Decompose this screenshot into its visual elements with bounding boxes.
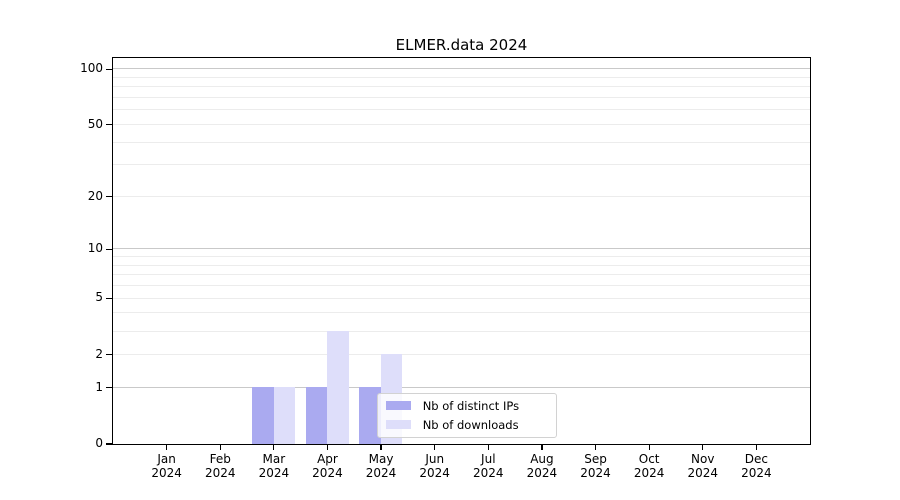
x-axis-tick	[326, 444, 329, 450]
legend: Nb of distinct IPs Nb of downloads	[376, 392, 557, 438]
x-axis-tick	[273, 444, 275, 450]
y-axis-tick-label: 100	[80, 61, 103, 76]
x-axis-tick-label: Sep 2024	[580, 452, 611, 480]
x-axis-tick	[541, 444, 543, 450]
bar-downloads	[327, 331, 349, 444]
x-axis-tick	[702, 444, 704, 450]
gridline-minor	[112, 264, 810, 266]
gridline-minor	[112, 274, 810, 276]
bar-distinct-ips	[359, 387, 381, 444]
y-axis-tick	[106, 68, 113, 70]
legend-item-distinct-ips: Nb of distinct IPs	[385, 398, 556, 414]
x-axis-tick	[755, 444, 757, 450]
gridline-minor	[112, 285, 810, 287]
x-axis-tick	[594, 444, 597, 450]
x-axis-tick	[380, 444, 382, 450]
y-axis-tick	[106, 297, 113, 300]
x-axis-tick-label: Dec 2024	[741, 452, 772, 480]
y-axis-tick	[106, 387, 113, 389]
bar-distinct-ips	[305, 387, 328, 444]
legend-swatch-distinct-ips	[385, 401, 411, 411]
gridline-minor	[112, 164, 810, 166]
y-axis-tick-label: 50	[87, 116, 103, 131]
x-axis-tick-label: Jan 2024	[151, 452, 182, 480]
gridline-minor	[112, 141, 810, 143]
legend-label-distinct-ips: Nb of distinct IPs	[422, 398, 520, 413]
x-axis-tick	[219, 444, 221, 450]
y-axis-tick	[106, 443, 113, 445]
bar-distinct-ips	[252, 387, 274, 444]
x-axis-tick-label: Oct 2024	[633, 452, 665, 480]
y-axis-tick	[106, 248, 113, 250]
x-axis-tick-label: Mar 2024	[258, 452, 290, 480]
x-axis-tick-label: Apr 2024	[312, 452, 343, 480]
gridline-minor	[112, 256, 810, 258]
x-axis-tick-label: Nov 2024	[687, 452, 719, 480]
y-axis-tick-label: 1	[95, 379, 103, 394]
gridline-minor	[112, 297, 810, 299]
x-axis-tick-label: May 2024	[365, 452, 397, 480]
gridline-minor	[112, 312, 810, 314]
gridline-major	[112, 68, 810, 70]
gridline-major	[112, 386, 810, 388]
gridline-minor	[112, 195, 810, 197]
plot-area: Nb of distinct IPs Nb of downloads	[111, 56, 811, 445]
x-axis-tick-label: Feb 2024	[204, 452, 236, 480]
x-axis-tick-label: Jun 2024	[419, 452, 450, 480]
x-axis-tick	[434, 444, 436, 450]
gridline-minor	[112, 86, 810, 88]
x-axis-tick	[487, 444, 489, 450]
y-axis-tick	[106, 354, 113, 356]
x-axis-tick-label: Aug 2024	[526, 452, 558, 480]
x-axis-tick	[648, 444, 650, 450]
gridline-minor	[112, 353, 810, 355]
legend-swatch-downloads	[385, 420, 411, 430]
gridline-minor	[112, 109, 810, 111]
chart-title: ELMER.data 2024	[395, 36, 528, 54]
y-axis-tick-label: 10	[87, 241, 103, 256]
gridline-minor	[112, 76, 810, 78]
y-axis-tick-label: 5	[95, 290, 103, 305]
x-axis-tick-label: Jul 2024	[473, 452, 504, 480]
y-axis-tick-label: 20	[87, 188, 103, 203]
gridline-major	[112, 248, 810, 250]
bar-downloads	[273, 387, 296, 444]
y-axis-tick	[106, 196, 113, 198]
legend-item-downloads: Nb of downloads	[385, 417, 556, 433]
gridline-minor	[112, 97, 810, 98]
x-axis-tick	[166, 444, 168, 450]
y-axis-tick-label: 2	[95, 346, 103, 361]
y-axis-tick-label: 0	[95, 436, 103, 450]
legend-label-downloads: Nb of downloads	[422, 417, 519, 432]
y-axis-tick	[106, 124, 113, 126]
gridline-minor	[112, 330, 810, 332]
gridline-minor	[112, 123, 810, 125]
